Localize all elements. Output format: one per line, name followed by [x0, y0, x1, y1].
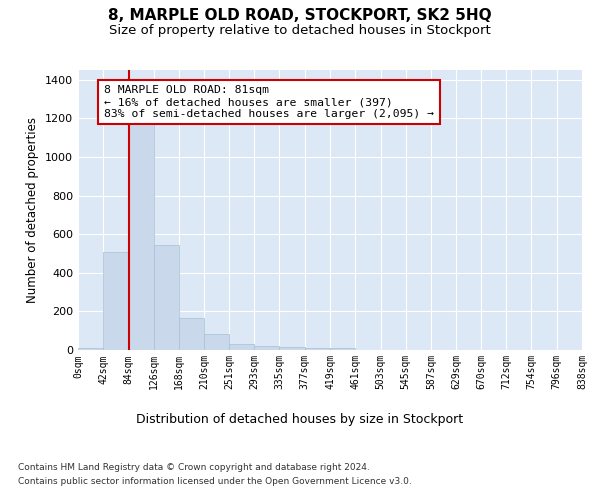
Text: Size of property relative to detached houses in Stockport: Size of property relative to detached ho…: [109, 24, 491, 37]
Text: Contains HM Land Registry data © Crown copyright and database right 2024.: Contains HM Land Registry data © Crown c…: [18, 462, 370, 471]
Bar: [330, 348, 355, 350]
Bar: [305, 348, 330, 350]
Bar: [205, 334, 229, 350]
Text: Distribution of detached houses by size in Stockport: Distribution of detached houses by size …: [136, 412, 464, 426]
Bar: [229, 344, 254, 350]
Bar: [103, 252, 128, 350]
Text: 8, MARPLE OLD ROAD, STOCKPORT, SK2 5HQ: 8, MARPLE OLD ROAD, STOCKPORT, SK2 5HQ: [108, 8, 492, 22]
Bar: [78, 348, 103, 350]
Bar: [154, 245, 179, 350]
Bar: [280, 348, 305, 350]
Bar: [179, 318, 205, 350]
Text: Contains public sector information licensed under the Open Government Licence v3: Contains public sector information licen…: [18, 478, 412, 486]
Bar: [254, 346, 280, 350]
Y-axis label: Number of detached properties: Number of detached properties: [26, 117, 40, 303]
Bar: [128, 124, 154, 350]
Text: 8 MARPLE OLD ROAD: 81sqm
← 16% of detached houses are smaller (397)
83% of semi-: 8 MARPLE OLD ROAD: 81sqm ← 16% of detach…: [104, 86, 434, 118]
